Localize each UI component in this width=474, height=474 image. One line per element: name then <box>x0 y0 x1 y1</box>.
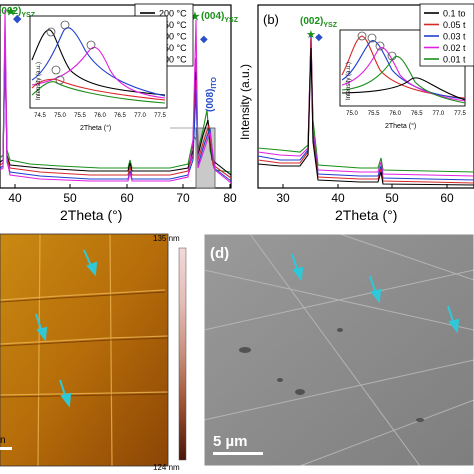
peak-diamond-008: ◆ <box>200 34 208 45</box>
panel-b-frame <box>257 4 474 189</box>
x-tick-label: 60 <box>120 191 134 205</box>
panel-a: ★ (002)YSZ ★ (004)YSZ ◆ ◆ (008)ITO 200 °… <box>0 0 239 223</box>
inset-tick-label: 76.0 <box>94 113 106 119</box>
afm-colorbar <box>178 247 187 461</box>
peak-label-ito008: (008)ITO <box>205 77 218 112</box>
peak-star-b: ★ <box>306 29 316 41</box>
inset-a-xlabel: 2Theta (°) <box>80 124 111 132</box>
x-tick-label: 80 <box>223 191 237 205</box>
peak-diamond-002: ◆ <box>13 13 22 25</box>
legend-label: 200 °C <box>159 9 187 19</box>
curve-a-400 <box>0 29 232 173</box>
legend-label: 250 °C <box>159 20 187 30</box>
inset-b-ylabel: Intensity (a.u.) <box>346 62 352 100</box>
peak-label-b-ysz002: (002)YSZ <box>300 16 338 29</box>
sem-arrows <box>291 253 460 334</box>
inset-tick-label: 76.0 <box>389 111 401 117</box>
x-tick-label: 70 <box>176 191 190 205</box>
legend-label: 0.03 t <box>443 32 466 42</box>
inset-a-ylabel: Intensity (a.u.) <box>36 62 42 100</box>
afm-colorbar-bottom: 124 nm <box>153 463 180 472</box>
legend-label: 0.01 t <box>443 55 466 65</box>
inset-tick-label: 77.0 <box>433 111 445 117</box>
inset-tick-label: 77.5 <box>454 111 466 117</box>
legend-label: 0.05 t <box>443 20 466 30</box>
x-tick-label: 60 <box>440 191 454 205</box>
panel-b-curves <box>257 31 474 186</box>
sem-scalebar-label: 5 µm <box>213 433 248 450</box>
panel-b-ylabel: Intensity (a.u.) <box>238 64 252 140</box>
curve-a-350 <box>0 9 232 184</box>
panel-a-xlabel: 2Theta (°) <box>60 207 122 223</box>
peak-label-ysz004: (004)YSZ <box>201 11 239 24</box>
peak-diamond-b: ◆ <box>315 32 323 43</box>
panel-d: (d) 5 µm <box>203 233 474 467</box>
peak-label-ysz002: (002)YSZ <box>0 6 36 19</box>
x-tick-label: 40 <box>8 191 22 205</box>
afm-colorbar-top: 135 nm <box>153 234 180 243</box>
inset-tick-label: 74.5 <box>34 113 46 119</box>
afm-scalebar-label: n <box>0 435 6 446</box>
x-tick-label: 50 <box>63 191 77 205</box>
inset-tick-label: 75.5 <box>368 111 380 117</box>
inset-tick-label: 76.5 <box>114 113 126 119</box>
panel-a-inset: Intensity (a.u.) 74.5 75.0 75.5 76.0 76.5 77.… <box>29 15 168 132</box>
legend-label: 0.1 to <box>443 9 466 19</box>
peak-star-004: ★ <box>190 11 200 23</box>
panel-b-tag: (b) <box>263 12 279 27</box>
legend-label: 0.02 t <box>443 43 466 53</box>
inset-tick-label: 77.5 <box>154 113 166 119</box>
afm-arrows <box>35 249 98 408</box>
afm-image <box>0 234 168 466</box>
inset-b-xlabel: 2Theta (°) <box>385 122 416 130</box>
legend-label: 400 °C <box>159 55 187 65</box>
panel-a-curves <box>0 9 232 184</box>
inset-tick-label: 77.0 <box>134 113 146 119</box>
afm-scalebar <box>0 447 12 450</box>
panel-d-tag: (d) <box>210 245 229 262</box>
peak-star-002: ★ <box>6 6 16 18</box>
legend-label: 300 °C <box>159 32 187 42</box>
inset-tick-label: 75.0 <box>346 111 358 117</box>
x-tick-label: 40 <box>331 191 345 205</box>
panel-b-xlabel: 2Theta (°) <box>335 207 397 223</box>
inset-tick-label: 76.5 <box>411 111 423 117</box>
panel-c: n 135 nm 124 nm <box>0 233 187 472</box>
inset-tick-label: 75.0 <box>54 113 66 119</box>
legend-label: 350 °C <box>159 43 187 53</box>
panel-a-xaxis: 40 50 60 70 80 <box>8 184 237 205</box>
sem-scalebar <box>213 452 263 455</box>
inset-tick-label: 75.5 <box>74 113 86 119</box>
panel-a-frame <box>0 4 232 189</box>
panel-b-legend: 0.1 to0.05 t 0.03 t0.02 t 0.01 t <box>419 3 474 67</box>
panel-b: (b) Intensity (a.u.) (002)YSZ ★ ◆ <box>238 3 474 223</box>
panel-b-xaxis: 30 40 50 60 <box>276 184 454 205</box>
x-tick-label: 30 <box>276 191 290 205</box>
x-tick-label: 50 <box>385 191 399 205</box>
